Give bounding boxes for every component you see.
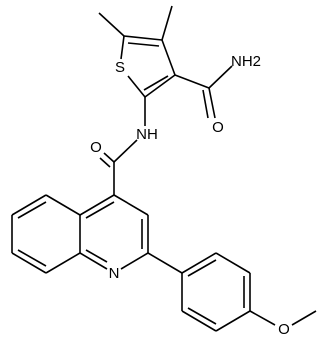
atom-label: O (90, 139, 102, 156)
bonds (11, 5, 317, 332)
atom-label: NH (136, 126, 158, 143)
atom-label: O (278, 321, 290, 338)
atom-label: S (115, 59, 125, 76)
atom-label: O (212, 119, 224, 136)
atom-label: NH2 (231, 53, 261, 70)
atom-label: N (109, 265, 120, 282)
